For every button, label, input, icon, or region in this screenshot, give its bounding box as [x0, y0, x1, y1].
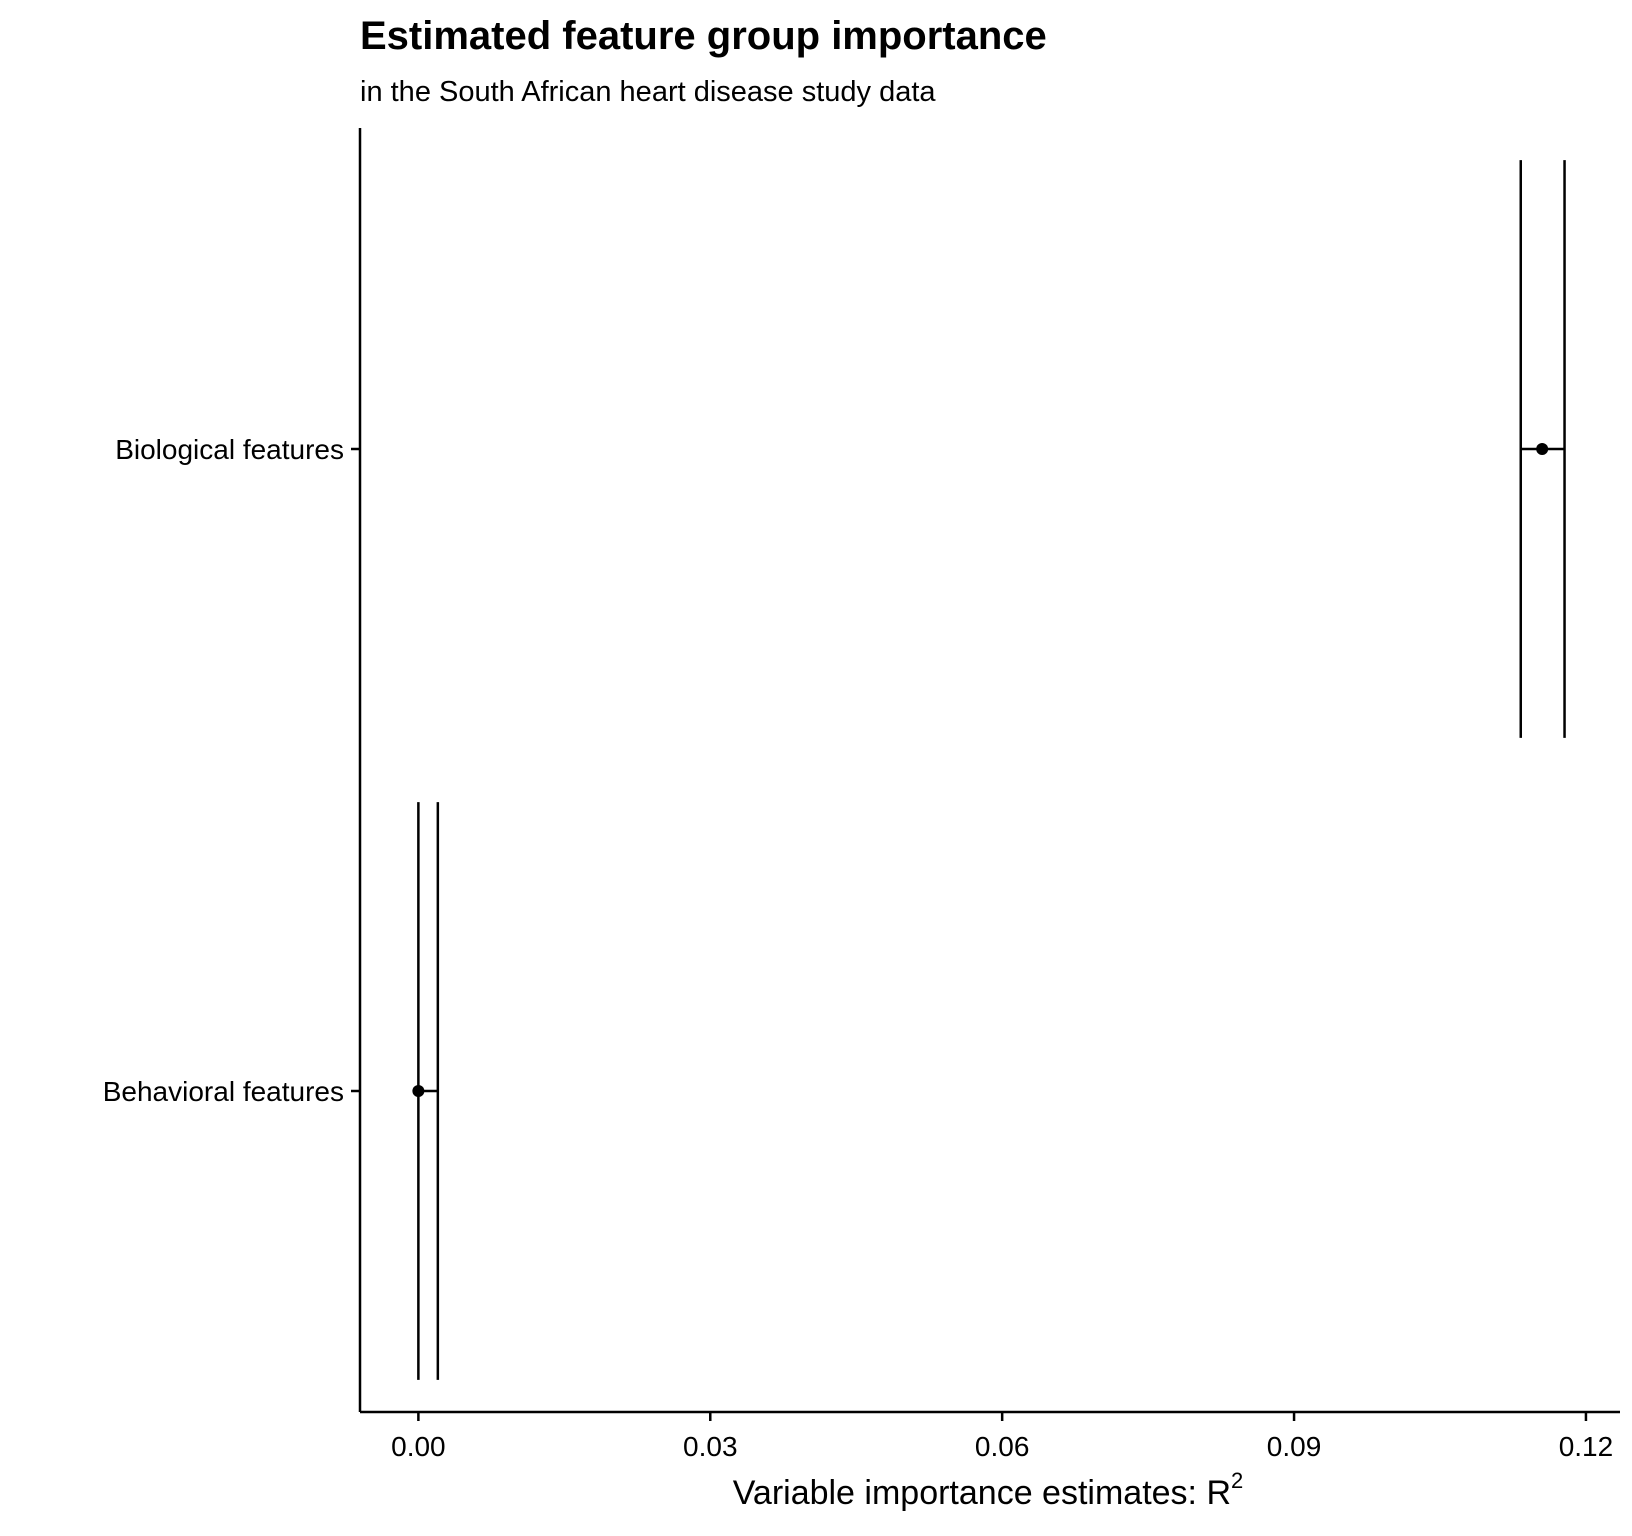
x-tick-label: 0.03 [683, 1431, 738, 1462]
x-axis-title-text: Variable importance estimates: R [733, 1474, 1231, 1512]
estimate-point [412, 1085, 425, 1097]
y-tick-label: Behavioral features [103, 1076, 344, 1107]
x-axis-title: Variable importance estimates: R2 [733, 1468, 1244, 1512]
estimate-point [1536, 443, 1549, 455]
x-tick-label: 0.09 [1267, 1431, 1322, 1462]
x-tick-label: 0.12 [1559, 1431, 1614, 1462]
y-tick-label: Biological features [115, 434, 344, 465]
chart-subtitle: in the South African heart disease study… [360, 76, 936, 108]
chart-title: Estimated feature group importance [360, 14, 1047, 58]
x-tick-label: 0.06 [975, 1431, 1030, 1462]
x-axis-title-superscript: 2 [1231, 1468, 1243, 1493]
plot-area: 0.00 0.03 0.06 0.09 0.12 Biological features B… [103, 128, 1620, 1462]
x-tick-label: 0.00 [391, 1431, 446, 1462]
